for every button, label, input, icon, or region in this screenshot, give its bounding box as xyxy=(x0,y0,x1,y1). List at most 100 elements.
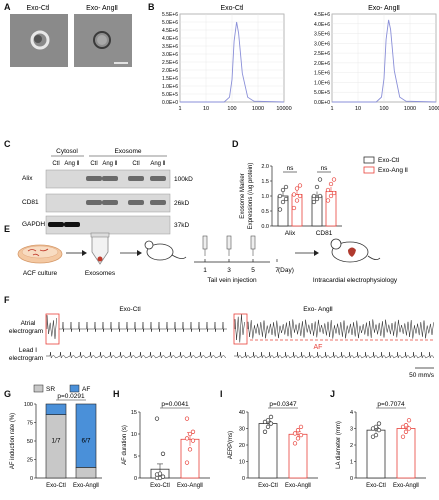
panel-b: Exo-Ctl 5.5E+6 5.0E+6 4.5E+6 4.0E+6 3.5E+6 3.0… xyxy=(162,5,439,112)
nta-ytick: 5.5E+6 xyxy=(162,12,178,18)
wb-kd-label: 100kD xyxy=(174,176,193,183)
data-point xyxy=(283,184,289,190)
wb-band xyxy=(128,176,144,181)
nta-ytick: 5.0E+6 xyxy=(162,20,178,26)
legend-label: AF xyxy=(82,386,90,393)
nta-ytick: 4.5E+6 xyxy=(314,12,330,18)
y-tick-label: 15 xyxy=(131,410,137,416)
y-axis-label: AF duration (s) xyxy=(122,425,128,465)
nta-ytick: 1.5E+6 xyxy=(162,76,178,82)
data-point xyxy=(268,421,274,426)
nta-ytick: 4.0E+6 xyxy=(162,36,178,42)
y-tick-label: 0 xyxy=(30,476,33,482)
bar-sr xyxy=(45,414,67,479)
data-point xyxy=(184,460,190,465)
y-tick-label: 2 xyxy=(350,443,353,449)
nta-ytick: 1.0E+6 xyxy=(314,80,330,86)
y-tick-label: 25 xyxy=(27,458,33,464)
panel-j: 0 1 2 3 4 LA diameter (mm) Exo-Ctl Exo-AngⅡ p=0.… xyxy=(336,401,426,489)
ecg-row2-line2: electrogram xyxy=(9,355,43,362)
legend-swatch xyxy=(69,384,80,393)
data-point xyxy=(311,193,317,199)
panel-label-b: B xyxy=(148,2,155,12)
bar-af xyxy=(75,403,97,468)
category-label: Exo-Ctl xyxy=(366,483,386,489)
legend-swatch xyxy=(363,156,375,164)
data-point xyxy=(277,207,283,212)
syringe-icon xyxy=(250,235,256,250)
step-acf-culture: ACF culture xyxy=(23,270,58,277)
wb-band xyxy=(102,200,118,205)
data-point xyxy=(154,416,160,421)
group-label: CD81 xyxy=(316,230,333,237)
nta-ytick: 0.0E+0 xyxy=(162,100,178,106)
legend-label: Exo-Ang Ⅱ xyxy=(378,167,408,174)
nta-ytick: 2.5E+6 xyxy=(314,51,330,57)
category-label: Exo-AngⅡ xyxy=(73,483,99,489)
y-tick-label: 10 xyxy=(239,460,245,466)
sig-label: ns xyxy=(321,165,329,172)
data-point xyxy=(295,436,301,441)
atrial-trace-ang xyxy=(247,319,434,339)
nta-xtick: 1 xyxy=(178,106,181,112)
wb-band xyxy=(102,176,118,181)
p-value: p=0.0347 xyxy=(269,401,297,408)
panel-label-e: E xyxy=(4,224,10,234)
data-point xyxy=(376,421,382,426)
data-point xyxy=(314,196,320,202)
nta-ytick: 4.5E+6 xyxy=(162,28,178,34)
nta-title: Exo- AngⅡ xyxy=(368,5,400,12)
data-point xyxy=(297,183,303,188)
data-point xyxy=(373,424,379,430)
atrial-trace-stim-ang xyxy=(234,314,245,343)
data-point xyxy=(265,418,271,423)
data-point xyxy=(184,416,190,421)
data-point xyxy=(160,451,166,456)
nta-ytick: 2.5E+6 xyxy=(162,60,178,66)
y-tick-label: 0 xyxy=(134,476,137,482)
y-axis-label: LA diameter (mm) xyxy=(336,421,342,469)
y-axis-label-line1: Exosome Marker xyxy=(240,173,246,218)
wb-kd-label: 37kD xyxy=(174,222,189,229)
nta-xtick: 1000 xyxy=(404,106,416,112)
syringe-icon xyxy=(226,235,232,250)
wb-band xyxy=(128,200,144,205)
nta-ytick: 4.0E+6 xyxy=(314,22,330,28)
ecg-row2-line1: Lead Ⅰ xyxy=(19,347,37,354)
nta-ytick: 2.0E+6 xyxy=(314,61,330,67)
wb-kd-label: 26kD xyxy=(174,200,189,207)
timeline-day: 3 xyxy=(227,267,231,274)
panel-label-i: I xyxy=(220,389,223,399)
category-label: Exo-Ctl xyxy=(258,483,278,489)
wb-band xyxy=(150,176,166,181)
nta-title: Exo-Ctl xyxy=(221,5,244,12)
nta-xtick: 10 xyxy=(203,106,209,112)
legend-label: SR xyxy=(46,386,55,393)
y-tick-label: 10 xyxy=(131,432,137,438)
step-exosomes: Exosomes xyxy=(85,270,116,277)
y-tick-label: 0.0 xyxy=(261,224,269,230)
y-tick-label: 75 xyxy=(27,421,33,427)
data-point xyxy=(187,447,193,452)
data-point xyxy=(328,181,334,187)
step-electrophysiology: Intracardial electrophysiology xyxy=(313,277,398,284)
timeline-day-label: (Day) xyxy=(278,267,294,274)
wb-lane-label: Ctl xyxy=(52,161,59,167)
nta-xtick: 100 xyxy=(227,106,236,112)
data-point xyxy=(314,184,320,190)
bar-sr xyxy=(75,467,97,479)
nta-xtick: 10000 xyxy=(428,106,439,112)
data-point xyxy=(190,429,196,434)
data-point xyxy=(403,423,409,428)
panel-g: 0 25 50 75 100 AF induction rate (%) 1/7 Exo-Ct… xyxy=(10,384,102,489)
data-point xyxy=(280,187,286,193)
nta-ytick: 1.0E+6 xyxy=(162,84,178,90)
timeline-day: 7 xyxy=(275,267,279,274)
data-point xyxy=(157,471,163,476)
data-point xyxy=(403,429,409,434)
panel-label-c: C xyxy=(4,139,11,149)
panel-label-f: F xyxy=(4,295,10,305)
panel-d: 0.0 0.5 1.0 1.5 2.0 Exosome Marker Expressions… xyxy=(240,156,408,237)
y-tick-label: 1.0 xyxy=(261,194,269,200)
